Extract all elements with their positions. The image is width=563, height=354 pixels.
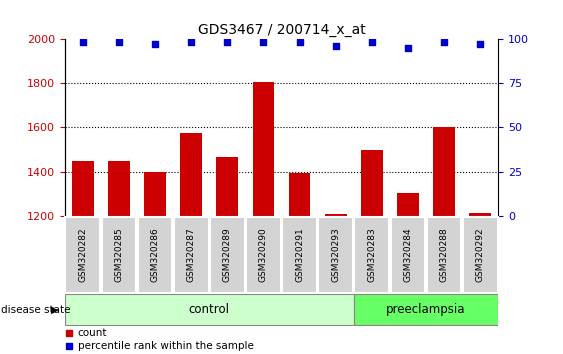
Text: disease state: disease state: [1, 305, 70, 315]
FancyBboxPatch shape: [210, 217, 245, 293]
Text: GSM320286: GSM320286: [150, 228, 159, 282]
FancyBboxPatch shape: [246, 217, 281, 293]
Point: [78, 40, 87, 45]
Text: percentile rank within the sample: percentile rank within the sample: [78, 341, 253, 350]
Point: [223, 40, 232, 45]
Bar: [144, 172, 166, 216]
Bar: [253, 82, 274, 216]
Point: [367, 40, 376, 45]
Bar: [180, 133, 202, 216]
Bar: [72, 161, 93, 216]
FancyBboxPatch shape: [391, 217, 425, 293]
Point: [187, 40, 196, 45]
Point: [295, 40, 304, 45]
FancyBboxPatch shape: [65, 217, 100, 293]
FancyBboxPatch shape: [463, 217, 498, 293]
FancyBboxPatch shape: [354, 295, 498, 325]
Text: GSM320292: GSM320292: [476, 228, 485, 282]
Point: [404, 45, 413, 51]
Point: [440, 40, 449, 45]
Text: GSM320290: GSM320290: [259, 228, 268, 282]
Text: preeclampsia: preeclampsia: [386, 303, 466, 316]
FancyBboxPatch shape: [282, 217, 317, 293]
Text: GSM320288: GSM320288: [440, 228, 449, 282]
Bar: [397, 193, 419, 216]
FancyBboxPatch shape: [174, 217, 208, 293]
Text: GSM320284: GSM320284: [404, 228, 413, 282]
FancyBboxPatch shape: [355, 217, 389, 293]
Text: GSM320287: GSM320287: [187, 228, 196, 282]
Text: count: count: [78, 328, 107, 338]
Bar: [470, 213, 491, 216]
Point: [259, 40, 268, 45]
FancyBboxPatch shape: [318, 217, 353, 293]
Point: [316, 178, 325, 183]
Point: [150, 41, 159, 47]
FancyBboxPatch shape: [101, 217, 136, 293]
Bar: [434, 127, 455, 216]
FancyBboxPatch shape: [427, 217, 462, 293]
Text: GSM320289: GSM320289: [223, 228, 232, 282]
Point: [331, 43, 340, 49]
Bar: [216, 157, 238, 216]
Bar: [325, 214, 347, 216]
Bar: [289, 173, 310, 216]
Point: [476, 41, 485, 47]
Text: GSM320291: GSM320291: [295, 228, 304, 282]
FancyBboxPatch shape: [65, 295, 354, 325]
Bar: [108, 161, 129, 216]
Title: GDS3467 / 200714_x_at: GDS3467 / 200714_x_at: [198, 23, 365, 36]
Text: GSM320282: GSM320282: [78, 228, 87, 282]
Text: GSM320283: GSM320283: [367, 228, 376, 282]
Text: GSM320293: GSM320293: [331, 228, 340, 282]
Text: control: control: [189, 303, 230, 316]
Point: [114, 40, 123, 45]
Bar: [361, 149, 383, 216]
Text: ▶: ▶: [51, 305, 58, 315]
Text: GSM320285: GSM320285: [114, 228, 123, 282]
Point: [316, 290, 325, 296]
FancyBboxPatch shape: [138, 217, 172, 293]
